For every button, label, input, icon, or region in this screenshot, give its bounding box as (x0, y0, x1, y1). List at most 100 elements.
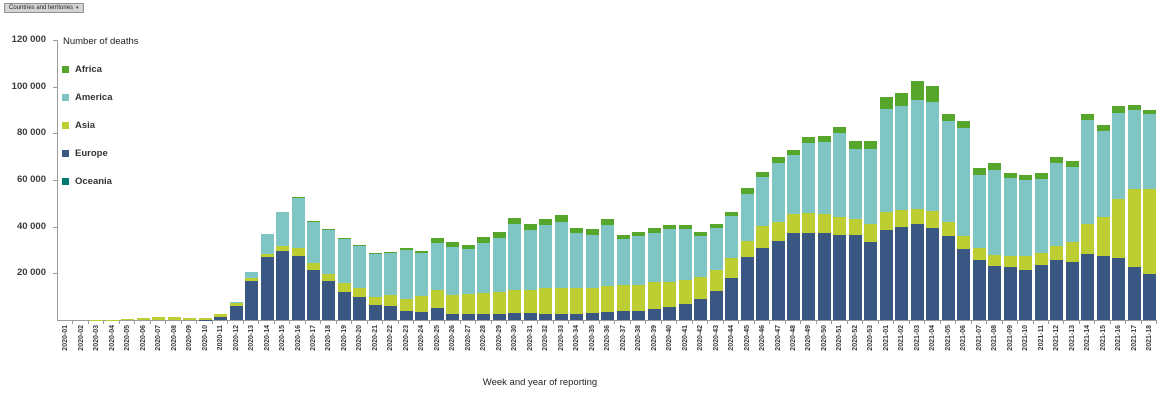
bar-2020-23[interactable] (399, 248, 413, 320)
legend-item-america[interactable]: America (62, 92, 113, 103)
bar-segment-asia (926, 210, 940, 228)
bar-segment-america (260, 234, 274, 254)
bar-2020-34[interactable] (570, 227, 584, 320)
bar-2020-15[interactable] (276, 211, 290, 320)
bar-slot (832, 40, 849, 324)
x-tick-label: 2021-10 (1022, 325, 1030, 351)
bar-2020-13[interactable] (245, 271, 259, 320)
bar-2020-22[interactable] (384, 252, 398, 320)
bar-2020-08[interactable] (167, 317, 181, 320)
x-label-slot: 2020-21 (368, 325, 383, 351)
bar-2021-18[interactable] (1143, 110, 1157, 320)
legend-item-asia[interactable]: Asia (62, 120, 113, 131)
bar-2021-12[interactable] (1050, 156, 1064, 320)
bar-2020-43[interactable] (709, 223, 723, 320)
bar-2020-50[interactable] (817, 136, 831, 320)
bar-2020-11[interactable] (214, 313, 228, 320)
bar-2021-16[interactable] (1112, 106, 1126, 320)
bar-2020-25[interactable] (430, 237, 444, 320)
bar-2021-15[interactable] (1096, 125, 1110, 320)
bar-2020-44[interactable] (725, 211, 739, 320)
bar-2021-11[interactable] (1034, 173, 1048, 320)
x-label-slot: 2020-49 (801, 325, 816, 351)
bar-2020-49[interactable] (802, 137, 816, 320)
bar-2020-37[interactable] (616, 235, 630, 320)
bar-slot (275, 40, 291, 324)
bar-2020-28[interactable] (477, 237, 491, 320)
bar-2021-14[interactable] (1081, 114, 1095, 320)
bar-2020-09[interactable] (183, 318, 197, 320)
x-label-slot: 2020-43 (708, 325, 723, 351)
bar-2020-10[interactable] (198, 317, 212, 320)
bar-2021-08[interactable] (988, 163, 1002, 320)
bar-segment-africa (802, 137, 816, 144)
bar-2021-13[interactable] (1065, 160, 1079, 320)
bar-2020-42[interactable] (694, 232, 708, 320)
bar-segment-america (399, 249, 413, 299)
bar-segment-africa (632, 231, 646, 237)
bar-2020-29[interactable] (492, 232, 506, 320)
bar-2020-18[interactable] (322, 229, 336, 320)
bar-2020-32[interactable] (539, 219, 553, 320)
bar-slot (383, 40, 400, 324)
x-tick-label: 2020-48 (790, 325, 797, 351)
bar-2020-45[interactable] (740, 187, 754, 320)
bar-2020-48[interactable] (787, 149, 800, 320)
bar-segment-africa (725, 211, 739, 217)
bar-2020-19[interactable] (337, 237, 351, 320)
legend-item-oceania[interactable]: Oceania (62, 176, 113, 187)
bar-2020-51[interactable] (833, 126, 847, 320)
bar-2020-05[interactable] (121, 319, 135, 320)
bar-2020-21[interactable] (368, 253, 382, 320)
bar-2021-10[interactable] (1019, 175, 1033, 320)
bar-2020-47[interactable] (771, 156, 785, 320)
bar-2020-39[interactable] (647, 228, 661, 320)
bar-2020-24[interactable] (415, 250, 429, 320)
bar-2020-12[interactable] (229, 301, 243, 320)
bar-segment-america (1112, 112, 1126, 199)
legend-item-europe[interactable]: Europe (62, 148, 113, 159)
countries-filter-dropdown[interactable]: Countries and territories ▾ (4, 3, 84, 13)
bar-2020-30[interactable] (508, 217, 522, 320)
bar-2020-27[interactable] (461, 244, 475, 320)
bar-2020-33[interactable] (554, 214, 568, 320)
bar-2020-07[interactable] (152, 317, 166, 320)
bar-2020-16[interactable] (291, 197, 305, 320)
bar-segment-europe (446, 313, 460, 320)
bar-2020-46[interactable] (756, 171, 770, 320)
bar-segment-asia (817, 214, 831, 233)
bar-segment-asia (523, 289, 537, 314)
bar-2021-06[interactable] (957, 120, 971, 320)
bar-2021-02[interactable] (895, 92, 909, 320)
bar-2021-17[interactable] (1127, 105, 1141, 320)
bar-2021-01[interactable] (879, 97, 893, 320)
x-label-slot: 2020-20 (352, 325, 367, 351)
bar-2020-53[interactable] (864, 140, 878, 320)
bar-2021-03[interactable] (910, 80, 924, 320)
bar-2021-05[interactable] (941, 113, 955, 320)
bar-2021-04[interactable] (926, 85, 940, 320)
bar-2020-14[interactable] (260, 233, 274, 320)
bar-2020-06[interactable] (136, 318, 150, 320)
legend-item-africa[interactable]: Africa (62, 64, 113, 75)
bar-2020-41[interactable] (678, 225, 692, 320)
x-label-slot: 2020-07 (151, 325, 166, 351)
bar-2020-17[interactable] (306, 220, 320, 320)
bar-segment-europe (864, 242, 878, 320)
y-tick-label: 80 000 (16, 127, 46, 139)
bar-2020-35[interactable] (585, 229, 599, 320)
bar-2021-09[interactable] (1003, 173, 1017, 320)
bar-segment-america (864, 148, 878, 225)
bar-2020-52[interactable] (848, 141, 862, 320)
bar-segment-america (245, 272, 259, 278)
bar-2020-31[interactable] (523, 224, 537, 320)
bar-2020-40[interactable] (663, 225, 677, 320)
bar-2020-38[interactable] (632, 231, 646, 320)
x-tick-label: 2021-17 (1130, 325, 1138, 351)
bar-2020-26[interactable] (446, 242, 460, 320)
bar-segment-asia (508, 290, 522, 314)
bar-2020-20[interactable] (353, 245, 367, 320)
bar-2021-07[interactable] (972, 168, 986, 320)
bar-segment-america (910, 99, 924, 210)
bar-2020-36[interactable] (601, 219, 615, 320)
